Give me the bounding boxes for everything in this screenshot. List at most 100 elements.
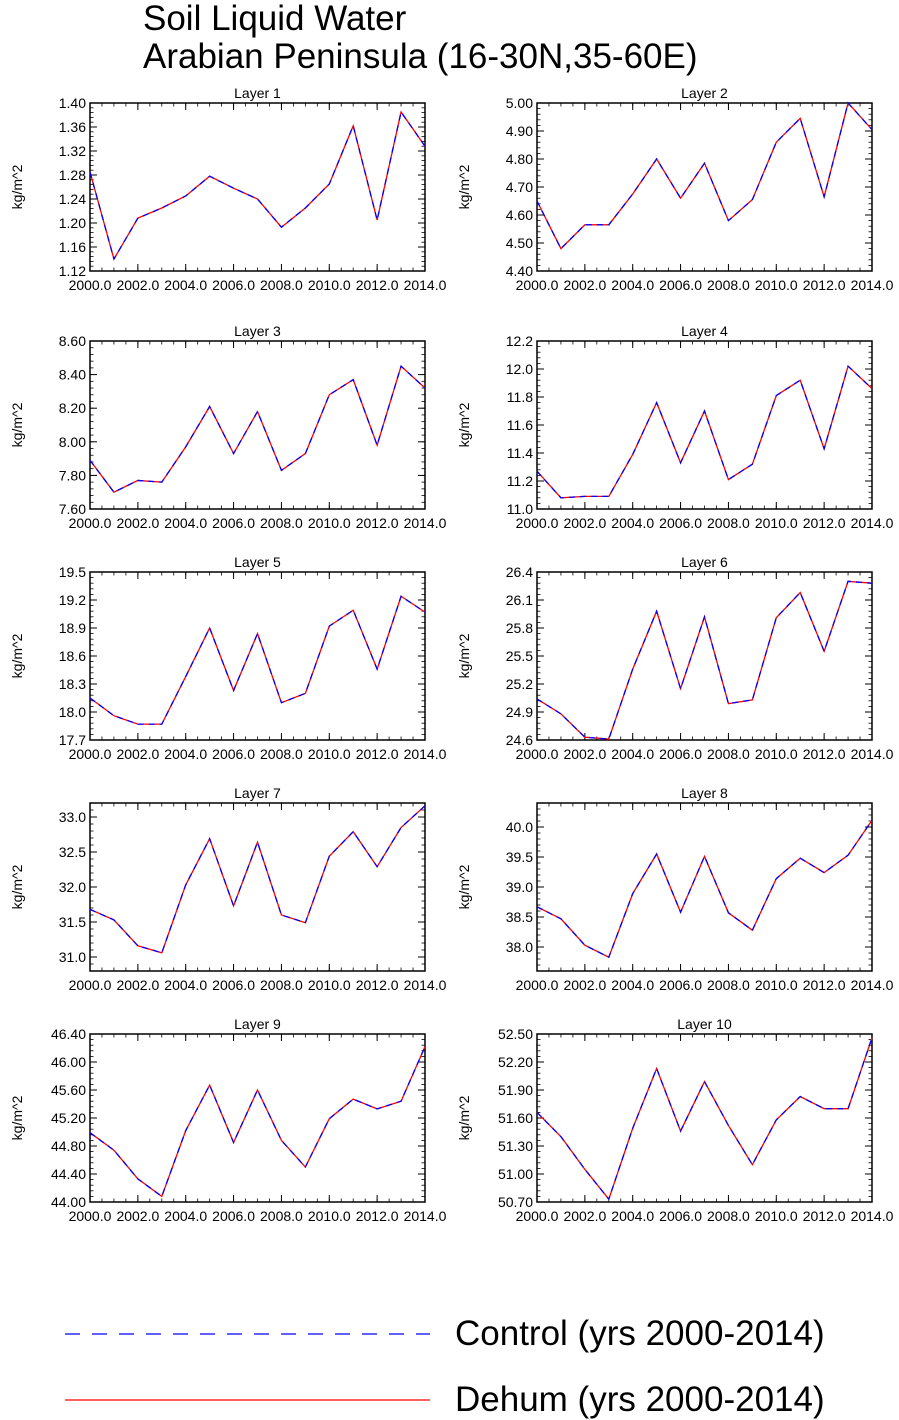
series-control-line (536, 820, 873, 959)
x-tick-label: 2004.0 (611, 746, 654, 762)
y-tick-label: 1.16 (59, 239, 86, 255)
y-tick-label: 51.90 (498, 1082, 533, 1098)
y-tick-label: 1.40 (59, 95, 86, 111)
series-dehum-line (89, 805, 426, 954)
y-tick-label: 8.40 (59, 367, 86, 383)
y-axis-label: kg/m^2 (9, 864, 25, 909)
y-axis-label: kg/m^2 (456, 164, 472, 209)
x-tick-label: 2012.0 (803, 515, 846, 531)
y-tick-label: 11.2 (507, 473, 533, 489)
series-dehum-line (536, 820, 873, 959)
x-tick-label: 2006.0 (212, 277, 255, 293)
x-tick-label: 2012.0 (803, 277, 846, 293)
x-tick-label: 2014.0 (851, 277, 894, 293)
x-tick-label: 2012.0 (803, 1208, 846, 1224)
y-tick-label: 45.60 (51, 1082, 86, 1098)
series-control-line (536, 1037, 873, 1201)
x-tick-label: 2014.0 (851, 746, 894, 762)
y-tick-label: 31.0 (59, 949, 86, 965)
y-tick-label: 39.5 (506, 849, 533, 865)
x-tick-label: 2004.0 (164, 277, 207, 293)
y-tick-label: 19.2 (59, 592, 86, 608)
x-tick-label: 2000.0 (516, 977, 559, 993)
plot-frame (89, 1033, 426, 1203)
x-tick-label: 2000.0 (516, 1208, 559, 1224)
y-axis-label: kg/m^2 (456, 1095, 472, 1140)
y-tick-label: 17.7 (59, 732, 86, 748)
y-axis-label: kg/m^2 (9, 164, 25, 209)
x-tick-label: 2002.0 (563, 515, 606, 531)
y-tick-label: 8.00 (59, 434, 86, 450)
subplot-6: Layer 6 kg/m^2 2000.0 2002.0 2004.0 2006.0 200… (456, 554, 894, 762)
y-axis-label: kg/m^2 (9, 402, 25, 447)
x-tick-label: 2010.0 (755, 277, 798, 293)
y-tick-label: 44.00 (51, 1194, 86, 1210)
subplot-title: Layer 8 (681, 785, 728, 801)
x-tick-label: 2014.0 (851, 515, 894, 531)
plot-frame (536, 1033, 873, 1203)
series-dehum-line (89, 110, 426, 261)
legend: Control (yrs 2000-2014) Dehum (yrs 2000-… (0, 1300, 899, 1419)
subplot-title: Layer 3 (234, 323, 281, 339)
y-tick-label: 31.5 (59, 914, 86, 930)
legend-label-control: Control (yrs 2000-2014) (455, 1314, 825, 1353)
x-tick-label: 2014.0 (404, 977, 447, 993)
subplot-10: Layer 10 kg/m^2 2000.0 2002.0 2004.0 2006.0 20… (456, 1016, 894, 1224)
subplot-title: Layer 9 (234, 1016, 281, 1032)
y-tick-label: 4.80 (506, 151, 533, 167)
y-axis-label: kg/m^2 (9, 633, 25, 678)
x-tick-label: 2014.0 (851, 1208, 894, 1224)
x-tick-label: 2008.0 (260, 515, 303, 531)
y-axis-label: kg/m^2 (456, 633, 472, 678)
y-tick-label: 11.0 (507, 501, 533, 517)
y-tick-label: 25.5 (506, 648, 533, 664)
y-tick-label: 4.90 (506, 123, 533, 139)
y-tick-label: 1.28 (59, 167, 86, 183)
y-tick-label: 18.6 (59, 648, 86, 664)
plot-frame (536, 571, 873, 741)
x-tick-label: 2000.0 (69, 1208, 112, 1224)
x-tick-label: 2004.0 (164, 977, 207, 993)
x-tick-label: 2006.0 (212, 515, 255, 531)
figure-title-line1: Soil Liquid Water (143, 0, 407, 38)
series-dehum-line (536, 101, 873, 250)
y-tick-label: 11.4 (507, 445, 533, 461)
subplot-title: Layer 6 (681, 554, 728, 570)
x-tick-label: 2010.0 (755, 746, 798, 762)
x-tick-label: 2008.0 (707, 977, 750, 993)
x-tick-label: 2010.0 (308, 277, 351, 293)
y-tick-label: 52.50 (498, 1026, 533, 1042)
y-tick-label: 39.0 (506, 879, 533, 895)
series-control-line (89, 1046, 426, 1198)
x-tick-label: 2012.0 (356, 515, 399, 531)
x-tick-label: 2000.0 (69, 515, 112, 531)
x-tick-label: 2012.0 (356, 746, 399, 762)
y-tick-label: 18.9 (59, 620, 86, 636)
x-tick-label: 2002.0 (116, 1208, 159, 1224)
plot-frame (536, 340, 873, 510)
series-control-line (89, 805, 426, 954)
x-tick-label: 2008.0 (707, 515, 750, 531)
y-tick-label: 1.36 (59, 119, 86, 135)
series-control-line (89, 365, 426, 494)
x-tick-label: 2010.0 (308, 746, 351, 762)
x-tick-label: 2006.0 (659, 277, 702, 293)
plot-frame (89, 571, 426, 741)
series-dehum-line (89, 1046, 426, 1198)
x-tick-label: 2004.0 (164, 746, 207, 762)
y-axis-label: kg/m^2 (9, 1095, 25, 1140)
series-control-line (536, 101, 873, 250)
y-tick-label: 44.80 (51, 1138, 86, 1154)
subplot-title: Layer 4 (681, 323, 728, 339)
x-tick-label: 2002.0 (116, 746, 159, 762)
x-tick-label: 2008.0 (260, 746, 303, 762)
series-control-line (536, 580, 873, 740)
subplot-title: Layer 10 (677, 1016, 732, 1032)
y-tick-label: 8.60 (59, 333, 86, 349)
y-tick-label: 51.00 (498, 1166, 533, 1182)
y-tick-label: 5.00 (506, 95, 533, 111)
y-tick-label: 19.5 (59, 564, 86, 580)
series-dehum-line (89, 365, 426, 494)
x-tick-label: 2006.0 (659, 977, 702, 993)
x-tick-label: 2006.0 (659, 746, 702, 762)
